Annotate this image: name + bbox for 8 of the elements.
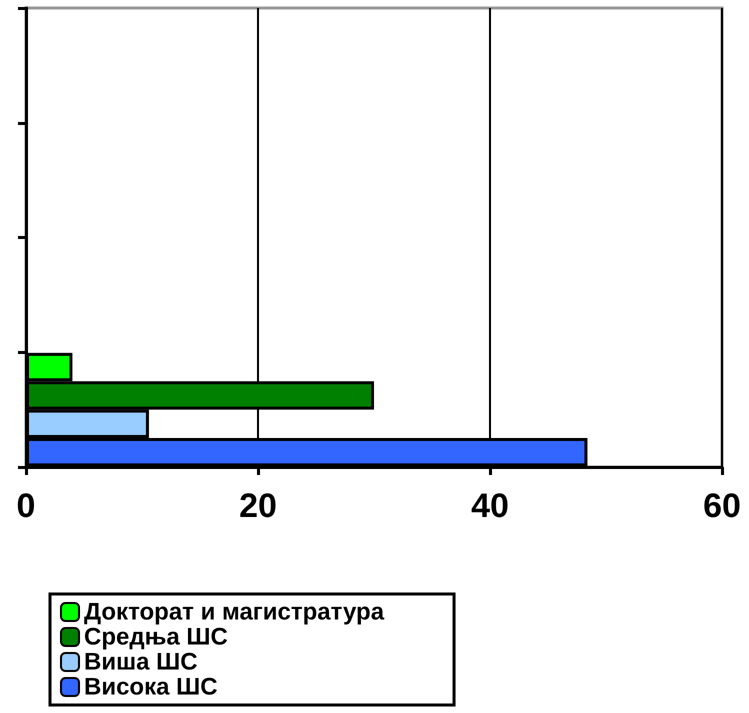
x-tick-label: 60 [703,487,741,525]
legend-label: Висока ШС [84,674,218,700]
legend-label: Докторат и магистратура [84,598,385,626]
x-tick-label: 20 [239,487,277,525]
legend-label: Виша ШС [84,648,198,676]
x-tick-label: 40 [471,487,509,525]
x-tick-label: 0 [16,487,36,525]
legend-label: Средња ШС [84,624,228,650]
